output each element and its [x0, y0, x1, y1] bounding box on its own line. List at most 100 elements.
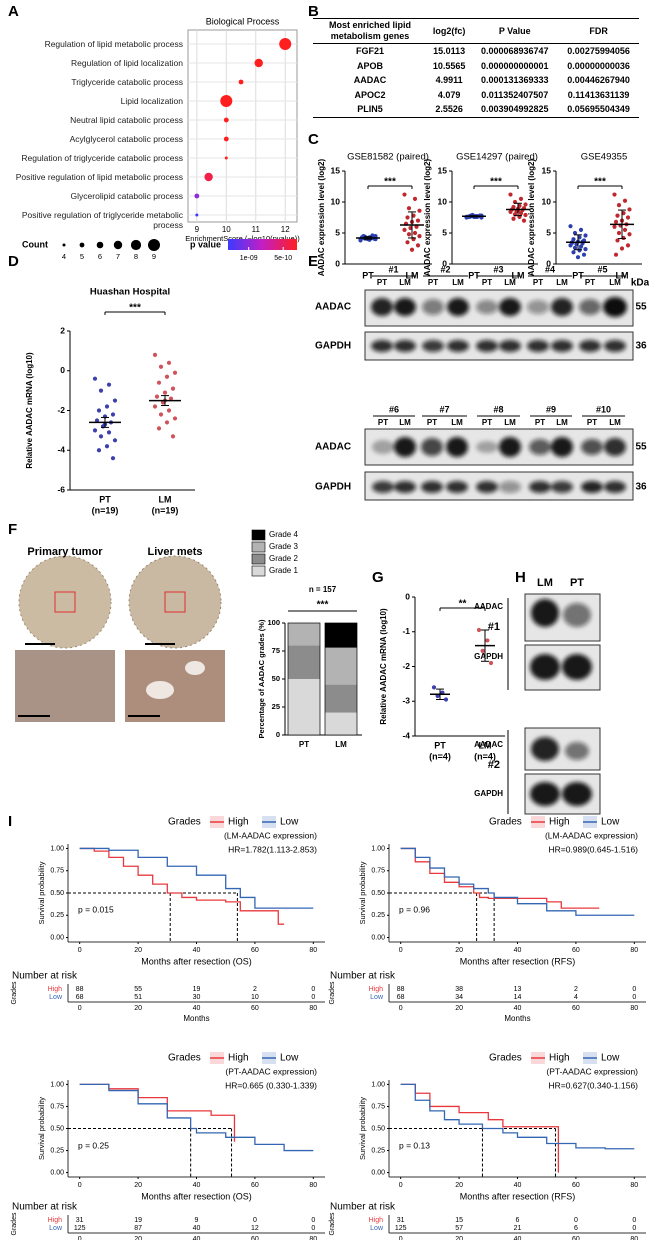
risk-count: 21 — [514, 1225, 522, 1232]
x-tick-label: 60 — [572, 1182, 580, 1189]
y-tick-label: 1.00 — [50, 845, 64, 852]
table-cell: AADAC — [353, 75, 387, 85]
significance: *** — [594, 177, 606, 188]
term-label: Positive regulation of lipid metabolic p… — [15, 172, 183, 182]
y-tick-label: -2 — [57, 405, 65, 415]
x-tick-label: PT — [434, 740, 446, 750]
ihc-images — [15, 555, 225, 722]
data-point — [104, 404, 110, 409]
significance: *** — [129, 303, 141, 314]
size-legend-label: 9 — [152, 252, 156, 261]
data-point — [625, 215, 631, 220]
risk-x-tick-label: 20 — [134, 1236, 142, 1240]
chart-title: Biological Process — [206, 16, 280, 26]
risk-count: 34 — [455, 994, 463, 1001]
data-point — [625, 243, 631, 248]
panel-label: D — [8, 253, 19, 270]
risk-x-tick-label: 40 — [193, 1005, 201, 1012]
enrichment-dot — [238, 79, 244, 85]
panel-label: G — [372, 569, 384, 586]
data-point — [417, 234, 422, 239]
data-point — [612, 224, 617, 229]
ihc-title: Liver mets — [147, 546, 202, 558]
risk-x-tick-label: 60 — [572, 1005, 580, 1012]
table-cell: 0.05695504349 — [558, 102, 639, 118]
risk-count: 30 — [193, 994, 201, 1001]
y-tick-label: 0.25 — [371, 912, 385, 919]
y-tick-label: 0 — [335, 258, 340, 268]
x-axis-label: EnrichmentScore (−log10(pvalue)) — [185, 234, 300, 243]
x-tick-label: PT — [468, 270, 480, 280]
y-axis-label: Relative AADAC mRNA (log10) — [379, 608, 388, 725]
survival-curve — [79, 847, 285, 925]
risk-count: 6 — [516, 1217, 520, 1224]
hazard-ratio: HR=1.782(1.113-2.853) — [228, 844, 317, 854]
x-tick-label: 9 — [195, 225, 200, 234]
blot-e-bottom — [364, 428, 634, 501]
risk-count: 15 — [455, 1217, 463, 1224]
x-axis-label: Months after resection (RFS) — [460, 956, 576, 966]
risk-count: 40 — [193, 1225, 201, 1232]
x-tick-label: 0 — [399, 1182, 403, 1189]
table-header: log2(fc) — [427, 18, 472, 44]
sample-label: #6 — [389, 404, 399, 414]
data-point — [158, 364, 164, 369]
legend-label: Low — [601, 1053, 620, 1064]
hazard-ratio: HR=0.665 (0.330-1.339) — [225, 1080, 317, 1090]
survival-curve — [400, 1083, 560, 1173]
risk-count: 2 — [253, 986, 257, 993]
data-point — [402, 192, 407, 197]
x-tick-label: 40 — [193, 1182, 201, 1189]
kda-title: kDa — [631, 278, 649, 289]
table-cell: 0.003904992825 — [471, 102, 559, 118]
y-tick-label: 0.75 — [50, 1103, 64, 1110]
table-cell: 2.5526 — [427, 102, 472, 118]
x-tick-label: 0 — [78, 1182, 82, 1189]
y-axis-label: Percentage of AADAC grades (%) — [257, 619, 266, 738]
risk-x-tick-label: 0 — [78, 1005, 82, 1012]
enrichment-dot — [254, 58, 263, 68]
data-point — [92, 376, 98, 381]
risk-row-label: Low — [370, 1225, 384, 1232]
kda-label: 55 — [635, 302, 647, 313]
data-point — [417, 208, 422, 213]
risk-x-tick-label: 0 — [399, 1236, 403, 1240]
lane-label: PT — [535, 418, 545, 427]
group-note: (n=4) — [474, 751, 496, 761]
risk-count: 13 — [514, 986, 522, 993]
risk-count: 0 — [632, 986, 636, 993]
x-tick-label: 40 — [514, 1182, 522, 1189]
lane-label: PT — [587, 418, 597, 427]
y-tick-label: 5 — [335, 227, 340, 237]
data-point — [406, 206, 412, 211]
data-point — [415, 243, 421, 248]
legend-label: High — [549, 817, 570, 828]
data-point — [406, 232, 412, 237]
legend-title: Grades — [168, 1053, 201, 1064]
enrichment-dot — [224, 156, 228, 160]
data-point — [583, 247, 588, 252]
lane-label: LM — [556, 418, 568, 427]
data-point — [358, 238, 363, 243]
risk-count: 0 — [574, 1217, 578, 1224]
lane-label: LM — [556, 278, 568, 287]
x-tick-label: 80 — [630, 1182, 638, 1189]
data-point — [415, 218, 421, 223]
lane-label: PT — [427, 418, 437, 427]
y-tick-label: 10 — [438, 196, 448, 206]
sample-label: #9 — [546, 404, 556, 414]
survival-curve — [79, 847, 314, 909]
data-point — [523, 212, 528, 218]
data-point — [412, 196, 418, 201]
term-label: Positive regulation of triglyceride meta… — [21, 210, 183, 230]
data-point — [156, 426, 162, 431]
bar-outline — [324, 622, 358, 736]
risk-count: 19 — [134, 1217, 142, 1224]
y-tick-label: 0.25 — [50, 1147, 64, 1154]
data-point — [166, 408, 172, 413]
bar-segment — [325, 712, 357, 735]
data-point — [96, 448, 102, 453]
annotation: (LM-AADAC expression) — [545, 830, 638, 840]
term-label: Lipid localization — [120, 96, 183, 106]
risk-x-tick-label: 60 — [572, 1236, 580, 1240]
